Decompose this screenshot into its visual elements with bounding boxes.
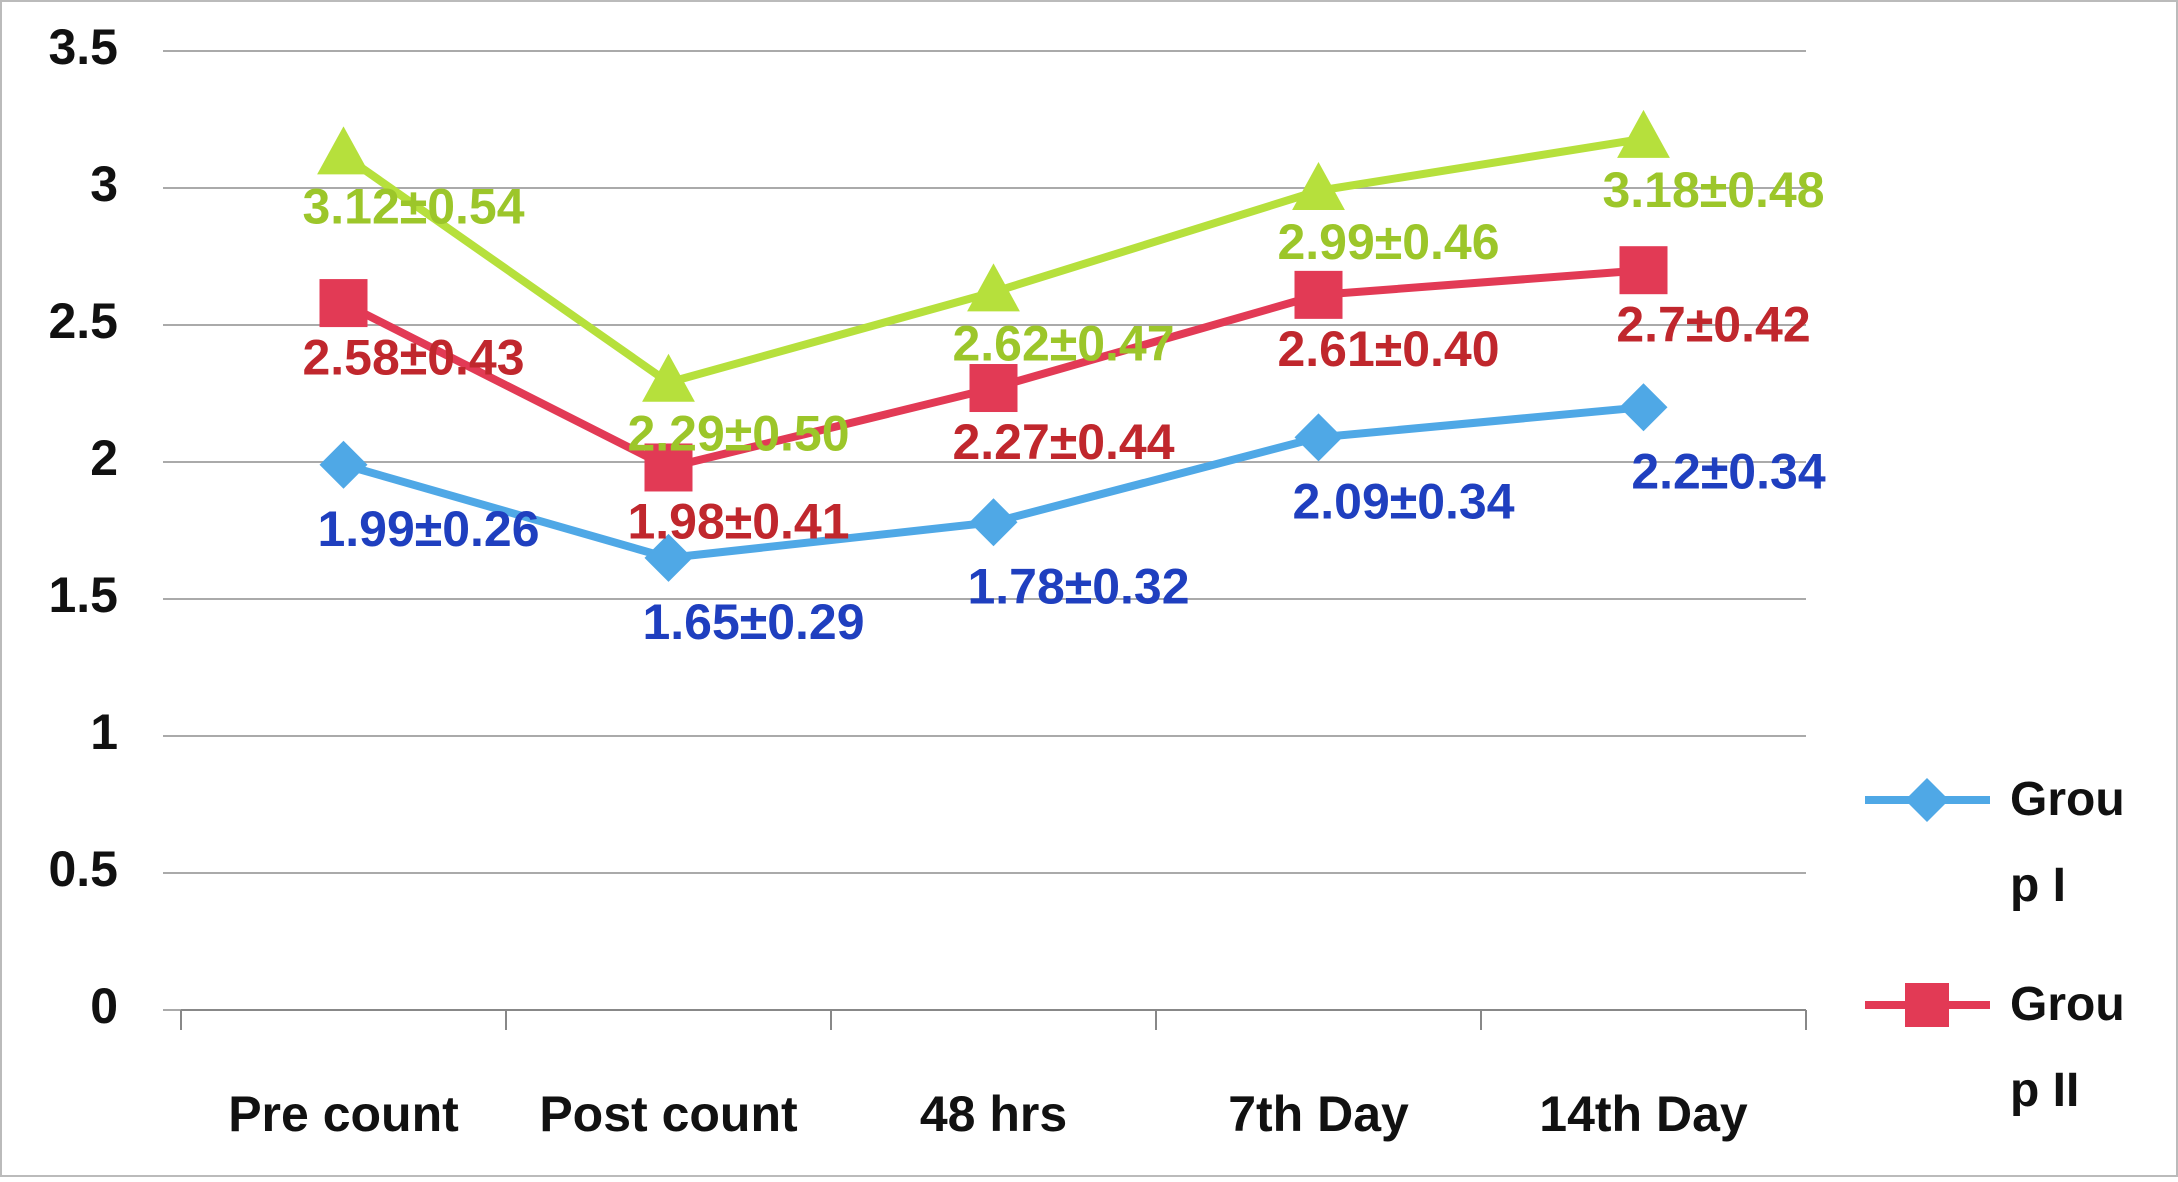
marker xyxy=(319,440,368,489)
marker xyxy=(1617,109,1670,158)
marker xyxy=(642,353,695,402)
data-label: 3.12±0.54 xyxy=(302,178,524,234)
y-tick-label: 3.5 xyxy=(48,19,118,75)
x-tick-label: 7th Day xyxy=(1228,1086,1409,1142)
data-label: 2.7±0.42 xyxy=(1616,296,1810,352)
marker xyxy=(1905,983,1949,1027)
marker xyxy=(1294,413,1343,462)
marker xyxy=(319,279,368,328)
data-label: 3.18±0.48 xyxy=(1602,162,1824,218)
data-label: 1.65±0.29 xyxy=(642,594,864,650)
legend-entry: Group II xyxy=(2010,978,2125,1117)
data-label: 1.98±0.41 xyxy=(627,494,849,550)
marker xyxy=(1292,161,1345,210)
data-label: 2.99±0.46 xyxy=(1277,214,1499,270)
y-tick-label: 3 xyxy=(90,156,118,212)
marker xyxy=(1619,246,1668,295)
x-tick-label: Post count xyxy=(539,1086,798,1142)
marker xyxy=(1294,270,1343,319)
data-label: 1.78±0.32 xyxy=(967,558,1189,614)
data-label: 2.58±0.43 xyxy=(302,329,524,385)
data-label: 2.29±0.50 xyxy=(627,406,849,462)
data-label: 2.09±0.34 xyxy=(1292,474,1514,530)
marker xyxy=(967,263,1020,312)
legend-label: Group II xyxy=(2010,978,2125,1117)
y-tick-label: 0 xyxy=(90,978,118,1034)
marker xyxy=(969,498,1018,547)
marker xyxy=(1905,778,1949,822)
marker xyxy=(644,533,693,582)
data-label: 1.99±0.26 xyxy=(317,501,539,557)
legend-entry: Group I xyxy=(2010,773,2125,912)
x-tick-label: Pre count xyxy=(228,1086,459,1142)
y-tick-label: 1.5 xyxy=(48,567,118,623)
marker xyxy=(969,364,1018,413)
marker xyxy=(1619,383,1668,432)
y-tick-label: 2.5 xyxy=(48,293,118,349)
x-tick-label: 48 hrs xyxy=(920,1086,1067,1142)
legend-label: Group I xyxy=(2010,773,2125,912)
y-tick-label: 1 xyxy=(90,704,118,760)
data-label: 2.2±0.34 xyxy=(1631,443,1825,499)
x-tick-label: 14th Day xyxy=(1539,1086,1748,1142)
data-label: 2.61±0.40 xyxy=(1277,321,1499,377)
data-label: 2.27±0.44 xyxy=(952,414,1174,470)
y-tick-label: 0.5 xyxy=(48,841,118,897)
marker xyxy=(644,443,693,492)
y-tick-label: 2 xyxy=(90,430,118,486)
marker xyxy=(317,126,370,175)
data-label: 2.62±0.47 xyxy=(952,315,1174,371)
